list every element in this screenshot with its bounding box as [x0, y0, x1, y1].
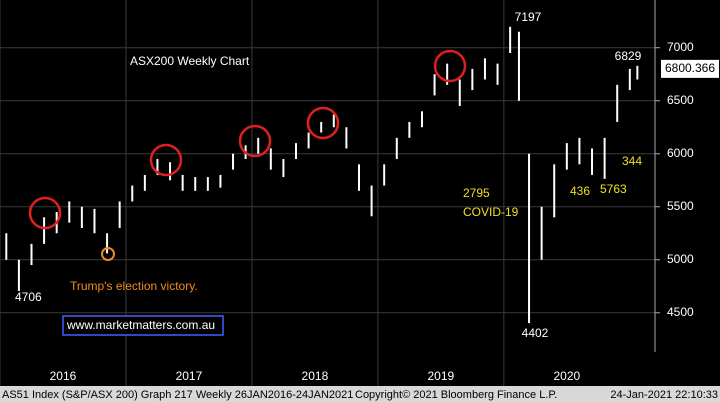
circle [101, 247, 115, 261]
annotation: 4402 [522, 326, 549, 340]
x-tick-label: 2020 [553, 369, 580, 383]
annotation: 6829 [615, 49, 642, 63]
watermark-box [62, 315, 224, 336]
circle [149, 143, 183, 177]
highlight-circles [28, 49, 467, 261]
last-price-box [661, 59, 719, 78]
annotation: 344 [622, 154, 642, 168]
annotation: 2795 [463, 186, 490, 200]
y-tick-label: 6000 [667, 146, 694, 160]
circle [433, 49, 467, 83]
y-tick-label: 6500 [667, 93, 694, 107]
y-tick-label: 5000 [667, 252, 694, 266]
y-tick-label: 7000 [667, 40, 694, 54]
annotation: 4706 [15, 290, 42, 304]
footer-text: 24-Jan-2021 22:10:33 [610, 389, 718, 401]
y-tick-label: 4500 [667, 305, 694, 319]
chart-title: ASX200 Weekly Chart [130, 54, 250, 68]
circle [238, 124, 272, 158]
x-tick-label: 2017 [176, 369, 203, 383]
footer-bar [0, 386, 720, 402]
x-tick-label: 2016 [50, 369, 77, 383]
annotation: 7197 [515, 10, 542, 24]
annotation: 5763 [600, 182, 627, 196]
annotation: Trump's election victory. [70, 279, 198, 293]
x-tick-label: 2019 [428, 369, 455, 383]
footer-text: Copyright© 2021 Bloomberg Finance L.P. [355, 389, 557, 401]
y-tick-label: 5500 [667, 199, 694, 213]
annotation: 436 [570, 184, 590, 198]
circle [28, 196, 62, 230]
footer-text: AS51 Index (S&P/ASX 200) Graph 217 Weekl… [2, 389, 353, 401]
annotation: COVID-19 [463, 205, 519, 219]
circle [306, 106, 340, 140]
x-tick-label: 2018 [302, 369, 329, 383]
watermark: www.marketmatters.com.au [66, 318, 215, 332]
last-price-label: 6800.366 [665, 61, 715, 75]
